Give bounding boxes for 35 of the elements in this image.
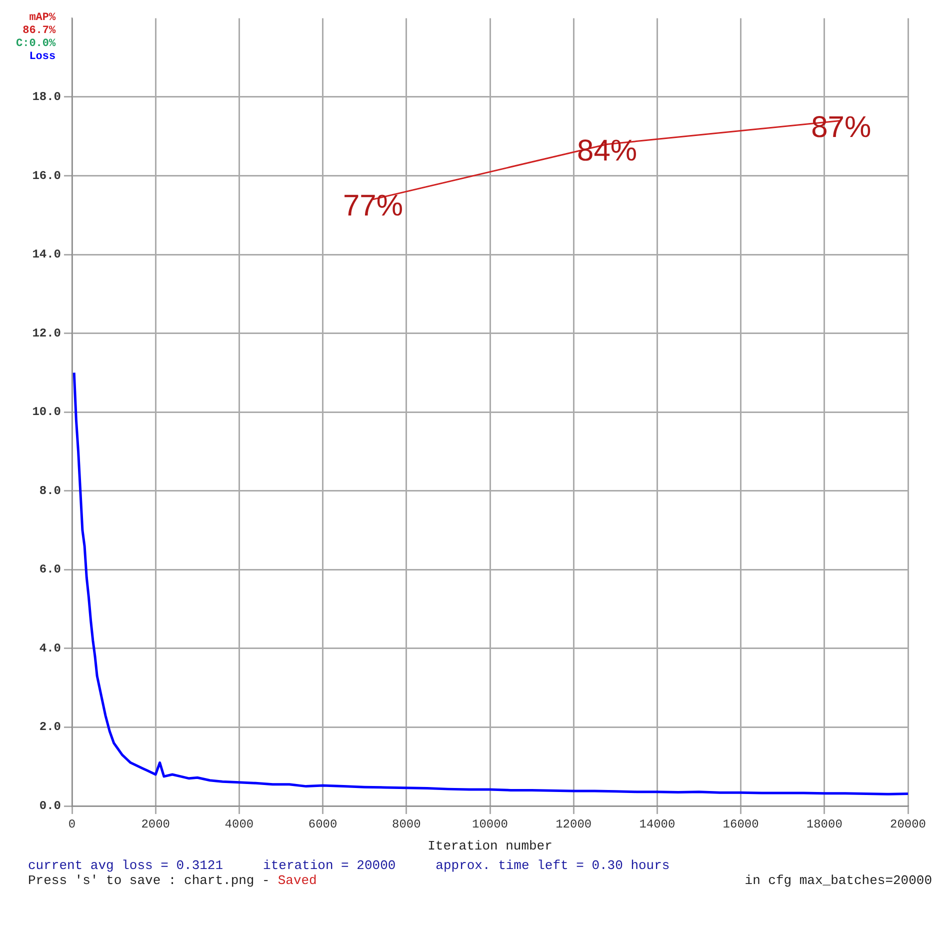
text: in cfg max_batches=20000 — [744, 873, 932, 888]
x-tick-label: 12000 — [556, 817, 592, 832]
x-axis-title: Iteration number — [428, 838, 552, 854]
x-tick-label: 6000 — [308, 817, 338, 832]
data-label: 87% — [811, 110, 872, 144]
x-tick-label: 14000 — [639, 817, 676, 832]
text: C:0.0% — [16, 38, 56, 51]
text: iteration = 20000 — [263, 858, 396, 873]
x-tick-label: 20000 — [890, 817, 926, 832]
text: 86.7% — [22, 25, 56, 38]
x-tick-label: 18000 — [806, 817, 842, 832]
text: current avg loss = 0.3121 — [28, 858, 224, 873]
y-tick-label: 8.0 — [39, 484, 61, 498]
x-tick-label: 4000 — [224, 817, 254, 832]
text: Loss — [28, 51, 56, 64]
y-tick-label: 18.0 — [32, 90, 61, 104]
y-tick-label: 16.0 — [32, 168, 61, 183]
data-label: 77% — [342, 190, 403, 223]
y-tick-label: 10.0 — [32, 405, 61, 420]
text: Press 's' to save : chart.png - — [28, 873, 270, 888]
data-label: 84% — [577, 134, 638, 168]
x-tick-label: 16000 — [722, 817, 759, 832]
text: Saved — [278, 873, 317, 888]
text: mAP% — [28, 12, 56, 25]
x-tick-label: 0 — [68, 817, 76, 832]
x-tick-label: 8000 — [392, 817, 421, 832]
y-tick-label: 4.0 — [39, 641, 61, 656]
y-tick-label: 14.0 — [32, 248, 61, 262]
y-tick-label: 6.0 — [39, 562, 61, 577]
y-tick-label: 12.0 — [32, 326, 61, 340]
y-tick-label: 2.0 — [39, 720, 61, 734]
text: approx. time left = 0.30 hours — [436, 858, 670, 873]
x-tick-label: 2000 — [141, 817, 170, 832]
y-tick-label: 0.0 — [39, 799, 61, 814]
x-tick-label: 10000 — [472, 817, 508, 832]
